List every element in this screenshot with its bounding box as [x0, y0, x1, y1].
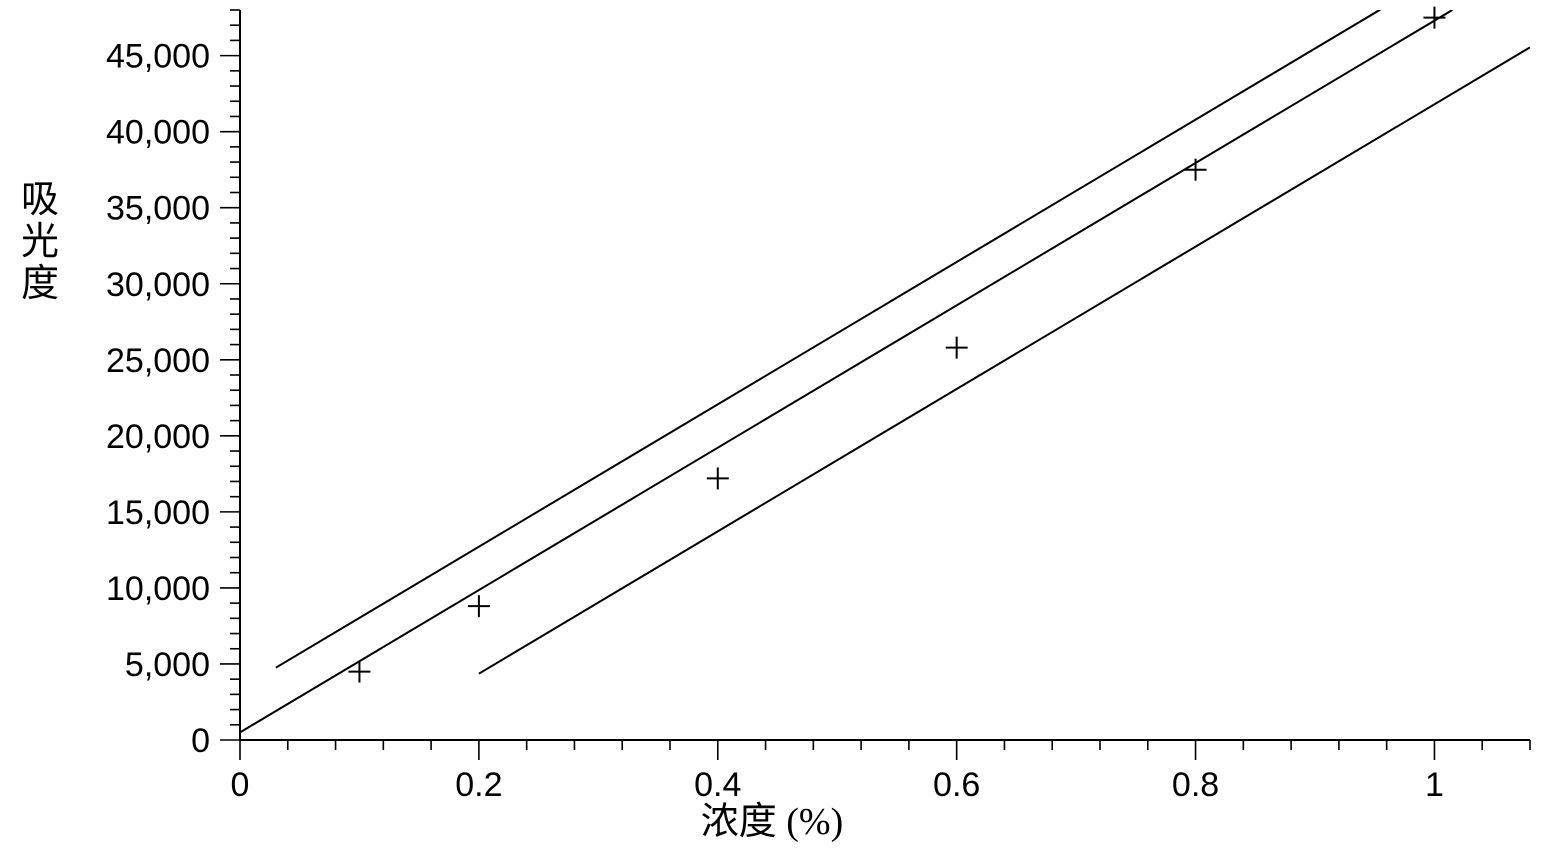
data-point [348, 661, 370, 683]
y-tick-label: 40,000 [106, 114, 210, 152]
y-tick-label: 0 [191, 722, 210, 760]
x-axis-title: 浓度 (%) [0, 790, 1544, 845]
y-tick-label: 15,000 [106, 494, 210, 532]
chart-svg: 0 5,000 10,000 15,000 20,000 25,000 30,000 35,0… [0, 0, 1544, 853]
y-tick-label: 25,000 [106, 342, 210, 380]
y-tick-label: 45,000 [106, 38, 210, 76]
y-tick-label: 5,000 [125, 646, 210, 684]
y-tick-label: 20,000 [106, 418, 210, 456]
data-point [468, 595, 490, 617]
data-point [946, 337, 968, 359]
y-axis-title: 吸 光 度 [20, 180, 60, 305]
y-tick-label: 35,000 [106, 190, 210, 228]
y-tick-label: 30,000 [106, 266, 210, 304]
data-point [1185, 159, 1207, 181]
calibration-chart: 吸 光 度 浓度 (%) 0 5,000 10,000 15,000 20,000 25,… [0, 0, 1544, 853]
data-point [707, 467, 729, 489]
y-tick-label: 10,000 [106, 570, 210, 608]
